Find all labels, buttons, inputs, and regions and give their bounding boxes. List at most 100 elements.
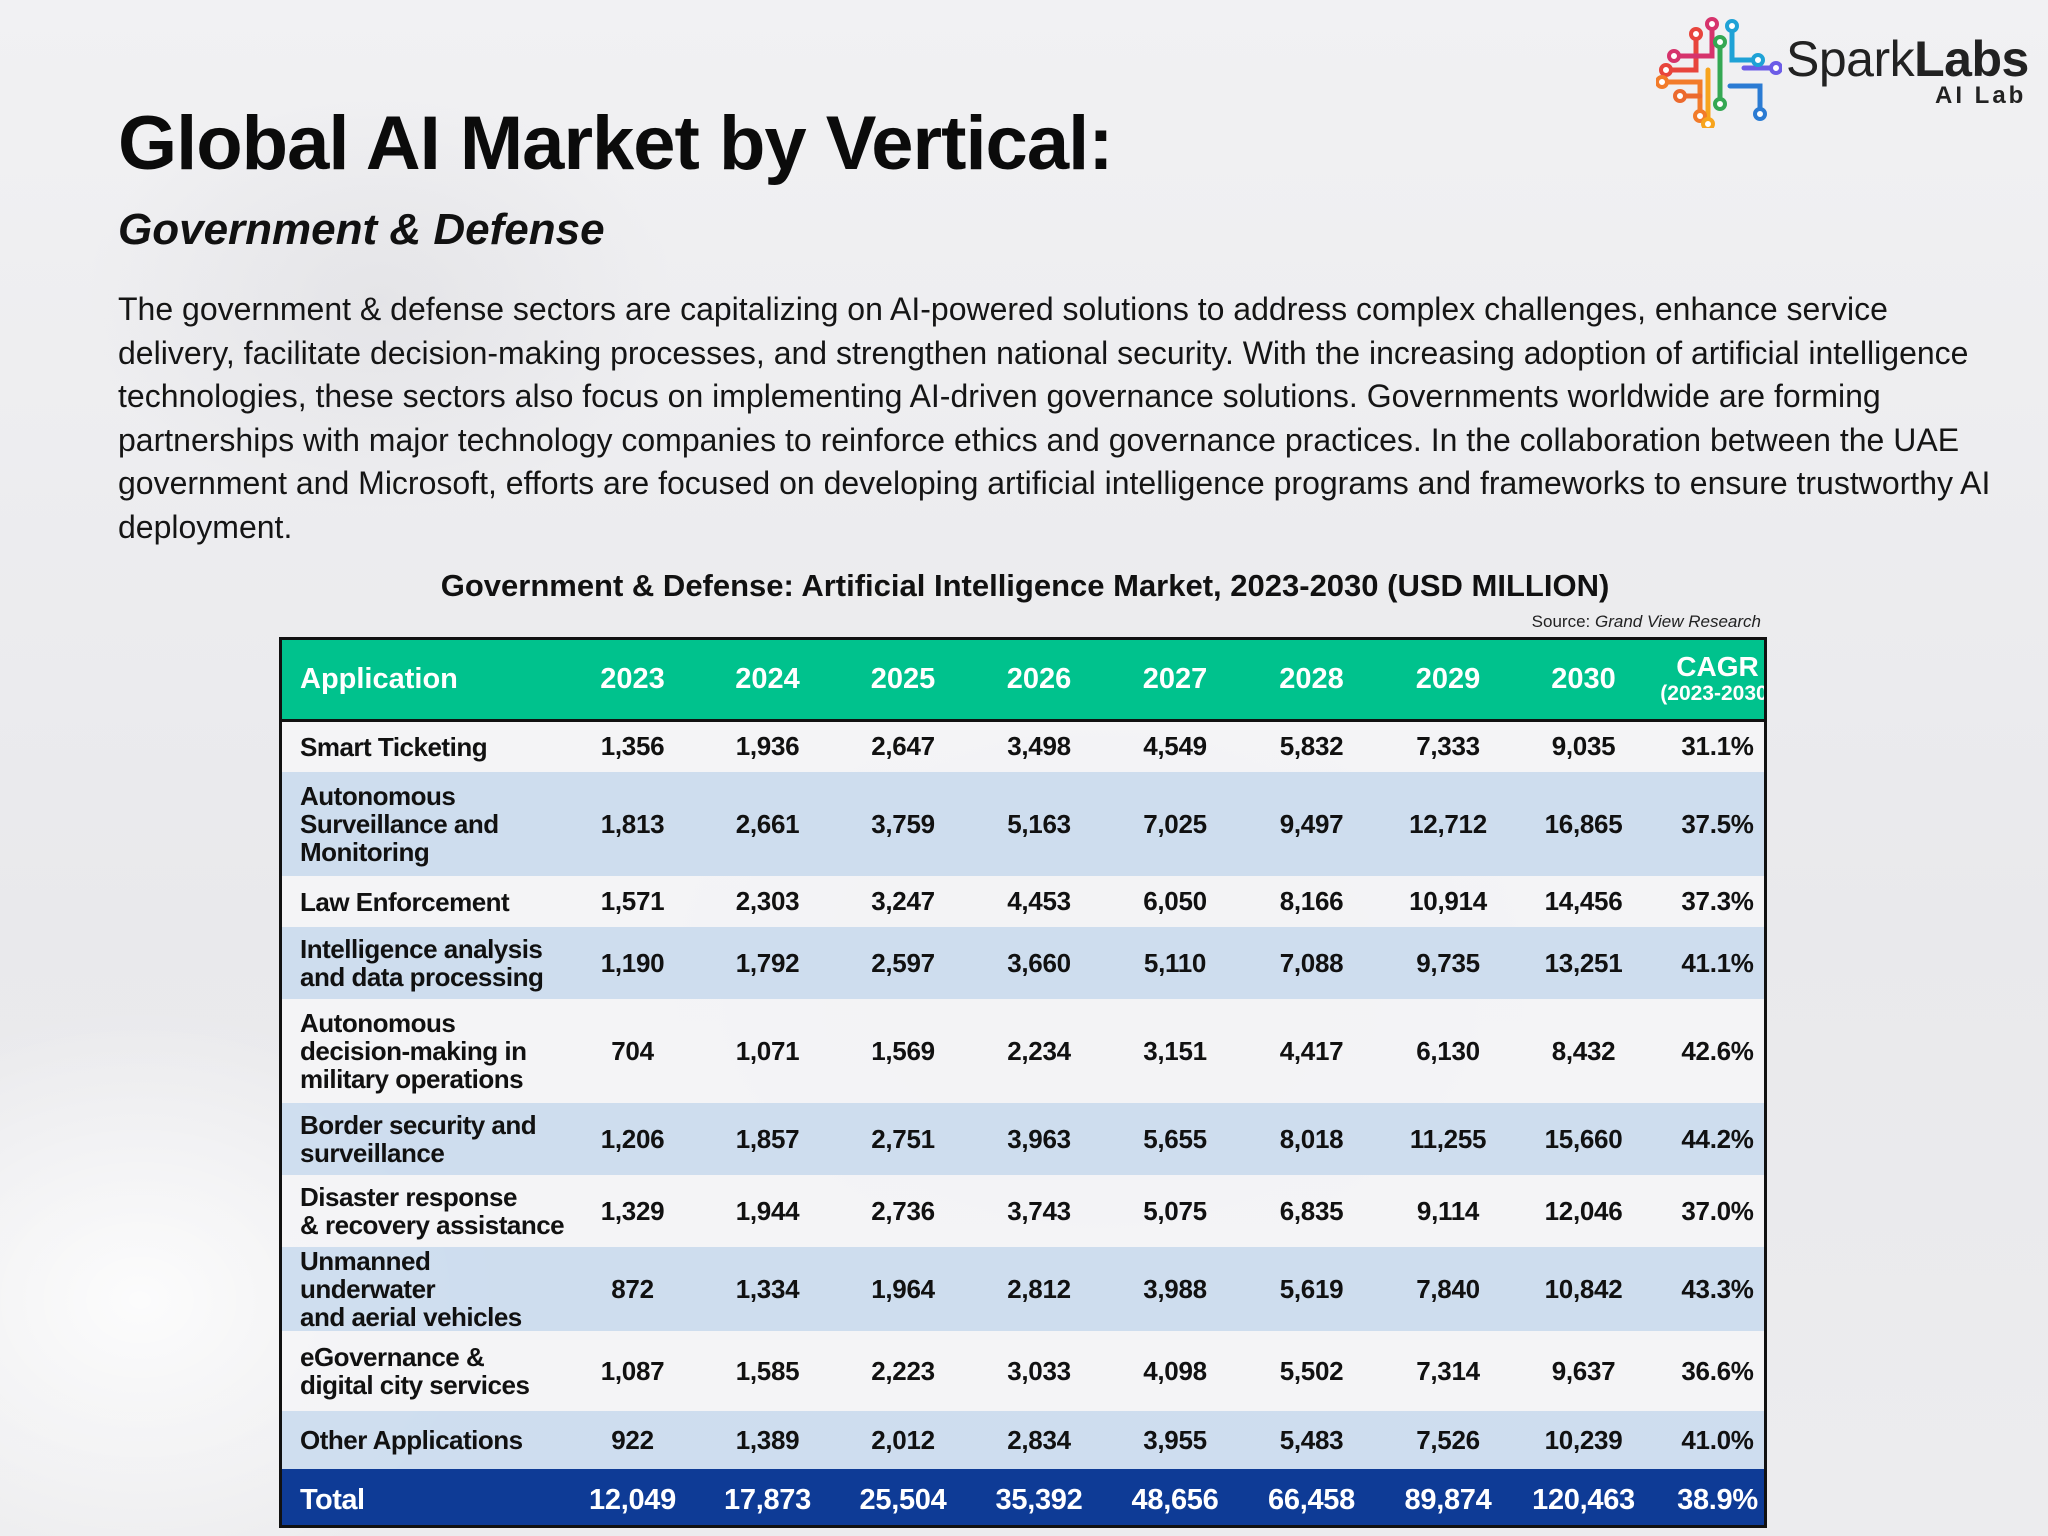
table-row: Disaster response & recovery assistance 1,… bbox=[282, 1175, 1764, 1247]
value-cell: 3,033 bbox=[1007, 1355, 1071, 1386]
application-cell: Other Applications bbox=[282, 1411, 565, 1469]
application-label-line: Other Applications bbox=[300, 1425, 523, 1455]
table-row: Other Applications 922 1,389 2,012 2,834 3,95… bbox=[282, 1411, 1764, 1469]
value-cell: 9,637 bbox=[1551, 1355, 1616, 1386]
value-cell: 1,206 bbox=[600, 1123, 665, 1154]
application-label-line: and aerial vehicles bbox=[300, 1302, 522, 1332]
value-cell: 1,329 bbox=[600, 1195, 665, 1226]
header-year: 2024 bbox=[735, 662, 800, 695]
value-cell: 1,569 bbox=[871, 1035, 935, 1066]
value-cell: 7,025 bbox=[1143, 808, 1207, 839]
application-label-line: Smart Ticketing bbox=[300, 731, 488, 762]
value-cell: 4,549 bbox=[1143, 731, 1207, 762]
value-cell: 2,012 bbox=[871, 1424, 935, 1455]
value-cell: 10,239 bbox=[1544, 1424, 1623, 1455]
table-title: Government & Defense: Artificial Intelli… bbox=[440, 568, 1610, 603]
value-cell: 11,255 bbox=[1409, 1123, 1487, 1154]
value-cell: 1,936 bbox=[735, 731, 800, 762]
header-cagr-label: CAGR bbox=[1676, 651, 1759, 683]
value-cell: 1,813 bbox=[600, 808, 665, 839]
table-row: eGovernance & digital city services 1,087 1… bbox=[282, 1331, 1764, 1411]
value-cell: 1,585 bbox=[735, 1355, 800, 1386]
application-cell: Autonomous decision-making in military ope… bbox=[282, 999, 565, 1103]
value-cell: 1,356 bbox=[600, 731, 665, 762]
market-table-frame: Application 2023 2024 2025 2026 2027 202… bbox=[279, 637, 1767, 1528]
cagr-cell: 37.3% bbox=[1681, 886, 1754, 916]
value-cell: 9,735 bbox=[1416, 947, 1480, 978]
value-cell: 3,247 bbox=[871, 886, 935, 916]
application-cell: Unmanned underwater and aerial vehicles bbox=[282, 1247, 565, 1331]
value-cell: 5,619 bbox=[1279, 1273, 1344, 1304]
value-cell: 4,453 bbox=[1007, 886, 1071, 916]
cagr-cell: 37.5% bbox=[1681, 808, 1754, 839]
cagr-cell: 44.2% bbox=[1681, 1123, 1754, 1154]
value-cell: 8,018 bbox=[1279, 1123, 1344, 1154]
value-cell: 2,234 bbox=[1007, 1035, 1071, 1066]
value-cell: 10,842 bbox=[1544, 1273, 1623, 1304]
value-cell: 1,071 bbox=[735, 1035, 800, 1066]
value-cell: 7,840 bbox=[1416, 1273, 1480, 1304]
value-cell: 16,865 bbox=[1544, 808, 1623, 839]
value-cell: 7,526 bbox=[1416, 1424, 1480, 1455]
application-label-line: military operations bbox=[300, 1064, 524, 1094]
header-year: 2026 bbox=[1006, 662, 1072, 695]
application-cell: Intelligence analysis and data processing bbox=[282, 927, 565, 999]
application-cell: Law Enforcement bbox=[282, 876, 565, 927]
value-cell: 3,743 bbox=[1007, 1195, 1071, 1226]
application-label-line: Autonomous bbox=[300, 781, 456, 811]
total-value-cell: 17,873 bbox=[724, 1483, 811, 1516]
value-cell: 2,834 bbox=[1007, 1424, 1071, 1455]
value-cell: 2,812 bbox=[1007, 1273, 1071, 1304]
value-cell: 13,251 bbox=[1544, 947, 1623, 978]
value-cell: 1,571 bbox=[600, 886, 665, 916]
total-cagr-cell: 38.9% bbox=[1677, 1483, 1758, 1516]
value-cell: 1,944 bbox=[735, 1195, 800, 1226]
value-cell: 2,597 bbox=[871, 947, 935, 978]
header-year: 2030 bbox=[1551, 662, 1616, 695]
value-cell: 5,502 bbox=[1279, 1355, 1344, 1386]
application-label-line: decision-making in bbox=[300, 1036, 527, 1066]
value-cell: 1,190 bbox=[600, 947, 665, 978]
value-cell: 3,660 bbox=[1007, 947, 1071, 978]
source-label: Source: bbox=[1531, 612, 1591, 631]
cagr-cell: 37.0% bbox=[1681, 1195, 1754, 1226]
value-cell: 704 bbox=[611, 1035, 654, 1066]
application-label-line: eGovernance & bbox=[300, 1342, 485, 1372]
cagr-cell: 42.6% bbox=[1681, 1035, 1754, 1066]
logo-name: SparkLabs bbox=[1786, 31, 2029, 87]
value-cell: 922 bbox=[611, 1424, 654, 1455]
value-cell: 1,389 bbox=[735, 1424, 800, 1455]
source-name: Grand View Research bbox=[1595, 612, 1761, 631]
header-cagr-period: (2023-2030) bbox=[1660, 682, 1767, 706]
table-row: Intelligence analysis and data processing… bbox=[282, 927, 1764, 999]
application-label-line: Law Enforcement bbox=[300, 886, 510, 917]
value-cell: 9,035 bbox=[1551, 731, 1616, 762]
header-year: 2029 bbox=[1415, 662, 1481, 695]
application-label-line: Surveillance and bbox=[300, 809, 499, 839]
table-row: Smart Ticketing 1,356 1,936 2,647 3,498 4,549… bbox=[282, 720, 1764, 772]
value-cell: 3,759 bbox=[871, 808, 935, 839]
value-cell: 15,660 bbox=[1544, 1123, 1623, 1154]
value-cell: 2,647 bbox=[871, 731, 935, 762]
value-cell: 4,098 bbox=[1143, 1355, 1207, 1386]
value-cell: 1,334 bbox=[735, 1273, 800, 1304]
application-label-line: Monitoring bbox=[300, 837, 430, 867]
application-label-line: and data processing bbox=[300, 962, 544, 992]
value-cell: 4,417 bbox=[1279, 1035, 1344, 1066]
cagr-cell: 43.3% bbox=[1681, 1273, 1754, 1304]
total-value-cell: 48,656 bbox=[1131, 1483, 1219, 1516]
value-cell: 7,088 bbox=[1279, 947, 1344, 978]
table-row: Border security and surveillance 1,206 1,85… bbox=[282, 1103, 1764, 1175]
logo-subtitle: AI Lab bbox=[1935, 82, 2027, 109]
cagr-cell: 41.1% bbox=[1681, 947, 1754, 978]
value-cell: 3,498 bbox=[1007, 731, 1071, 762]
sparklabs-logo: SparkLabs AI Lab bbox=[1656, 16, 2048, 128]
application-label-line: Autonomous bbox=[300, 1008, 456, 1038]
value-cell: 14,456 bbox=[1544, 886, 1623, 916]
value-cell: 12,046 bbox=[1544, 1195, 1623, 1226]
application-cell: eGovernance & digital city services bbox=[282, 1331, 565, 1411]
total-value-cell: 12,049 bbox=[589, 1483, 676, 1516]
table-row: Autonomous decision-making in military ope… bbox=[282, 999, 1764, 1103]
value-cell: 5,163 bbox=[1007, 808, 1071, 839]
value-cell: 1,087 bbox=[600, 1355, 665, 1386]
